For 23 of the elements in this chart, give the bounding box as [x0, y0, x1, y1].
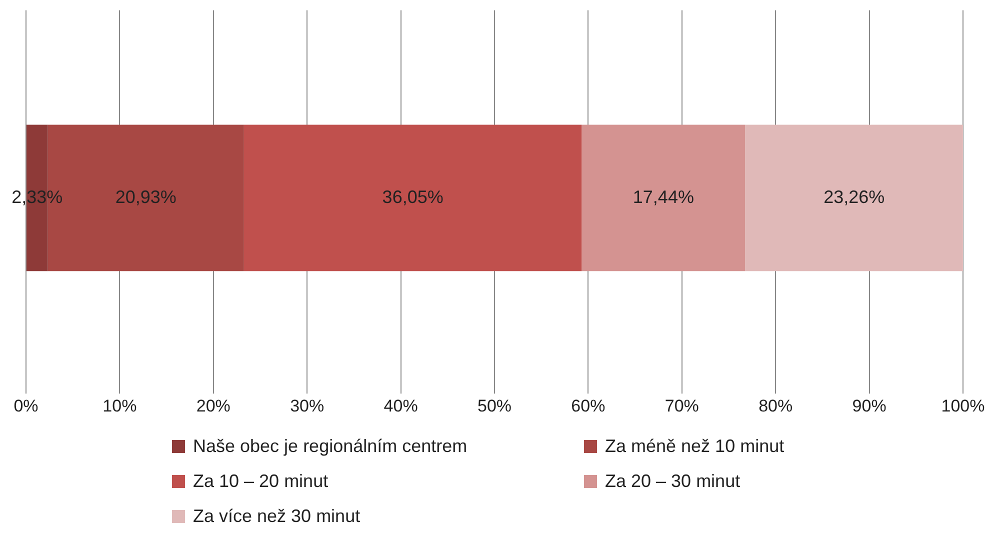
- data-label: 23,26%: [824, 186, 885, 207]
- x-tick-label: 40%: [384, 396, 418, 416]
- x-tick-label: 100%: [941, 396, 985, 416]
- data-label: 20,93%: [115, 186, 176, 207]
- bar: [745, 124, 963, 272]
- bar: [244, 124, 582, 272]
- x-tick-label: 20%: [196, 396, 230, 416]
- x-tick-label: 0%: [14, 396, 38, 416]
- x-tick-label: 80%: [758, 396, 793, 416]
- legend-label: Za méně než 10 minut: [604, 436, 786, 457]
- legend-label: Za více než 30 minut: [192, 506, 362, 527]
- x-tick-label: 60%: [571, 396, 606, 416]
- x-tick-label: 70%: [664, 396, 699, 416]
- data-label: 17,44%: [632, 186, 694, 207]
- legend-label: Za 20 – 30 minut: [604, 471, 742, 492]
- x-tick-label: 10%: [102, 396, 137, 416]
- legend-label: Naše obec je regionálním centrem: [192, 436, 468, 457]
- bar: [582, 124, 746, 272]
- x-tick-label: 30%: [290, 396, 324, 416]
- x-tick-label: 50%: [477, 396, 512, 416]
- data-label: 36,05%: [382, 186, 444, 207]
- legend-label: Za 10 – 20 minut: [192, 471, 330, 492]
- x-tick-label: 90%: [852, 396, 886, 416]
